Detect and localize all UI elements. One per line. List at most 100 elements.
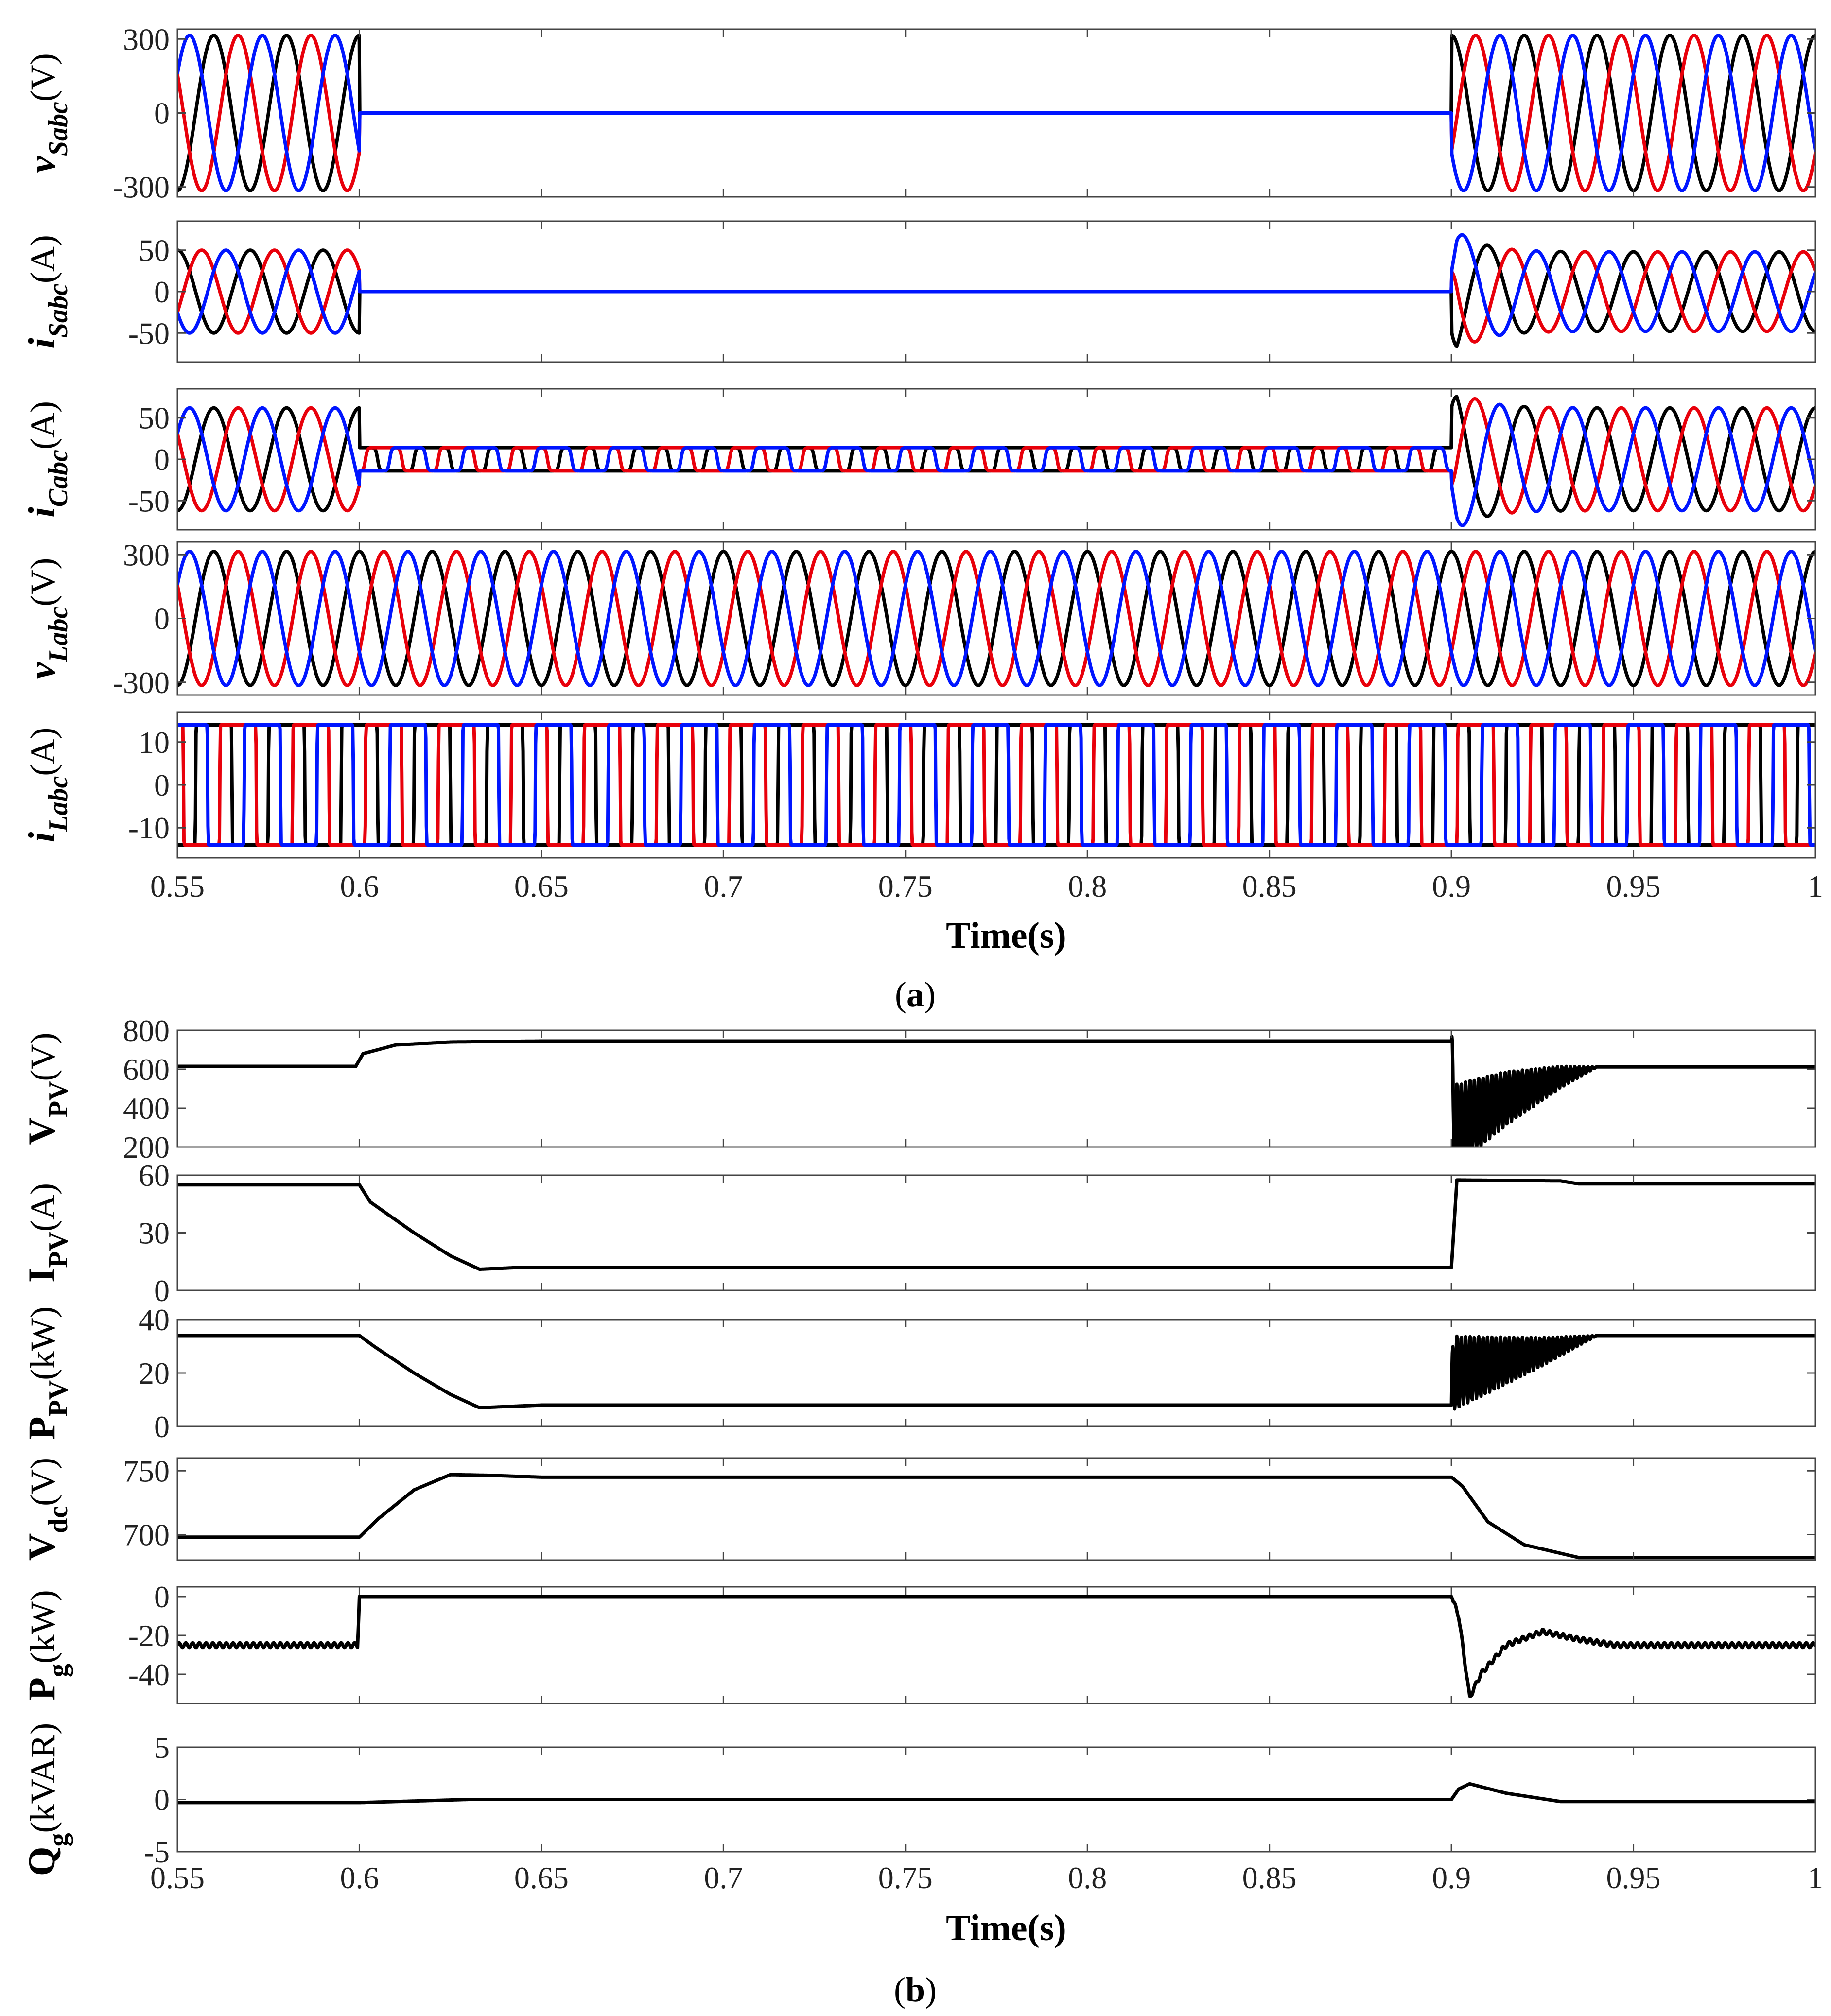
- xtick-label-a: 0.95: [1606, 869, 1661, 904]
- Vdc-series: [177, 1473, 1815, 1560]
- ylabel-main-PPV: P: [20, 1416, 63, 1440]
- ytick-label-vSabc: 300: [123, 22, 170, 56]
- ylabel-Qg: Qg(kVAR): [20, 1723, 73, 1876]
- ytick-label-iSabc: 0: [154, 275, 170, 309]
- ylabel-main-Qg: Q: [20, 1847, 63, 1877]
- ylabel-sub-vLabc: Labc: [43, 606, 73, 662]
- xtick-label-a: 0.85: [1242, 869, 1297, 904]
- traces-iCabc: [177, 395, 1815, 527]
- Pg-series: [177, 1595, 1815, 1698]
- frame-Vdc: [176, 1457, 1816, 1561]
- ytick-label-Vdc: 750: [123, 1454, 170, 1488]
- traces-iLabc: [177, 723, 1815, 847]
- ylabel-unit-iCabc: (A): [23, 401, 62, 450]
- ylabel-sub-Pg: g: [43, 1664, 73, 1677]
- xtick-label-b: 0.85: [1242, 1860, 1297, 1895]
- ytick-label-vSabc: -300: [113, 170, 170, 205]
- traces-Vdc: [177, 1473, 1815, 1560]
- xtick-label-b: 0.7: [704, 1860, 743, 1895]
- ylabel-sub-VPV: PV: [43, 1081, 73, 1117]
- ytick-label-Qg: 5: [154, 1730, 170, 1765]
- xtick-label-a: 0.7: [704, 869, 743, 904]
- ytick-label-Qg: 0: [154, 1783, 170, 1817]
- ylabel-sub-Vdc: dc: [43, 1506, 73, 1533]
- xtick-label-b: 0.55: [150, 1860, 205, 1895]
- panel-vLabc: -300 0 300 vLabc(V): [20, 538, 1816, 700]
- ytick-label-Pg: -20: [128, 1618, 170, 1653]
- ytick-label-vLabc: -300: [113, 665, 170, 700]
- ytick-label-vLabc: 300: [123, 538, 170, 572]
- xtick-label-b: 1: [1808, 1860, 1823, 1895]
- caption-b-letter: b: [906, 1970, 925, 2009]
- iCabc-series-phase_b: [177, 397, 1815, 515]
- Qg-series: [177, 1782, 1815, 1805]
- xtick-label-b: 0.75: [878, 1860, 933, 1895]
- ylabel-PPV: PPV(kW): [20, 1306, 73, 1440]
- ylabel-unit-Vdc: (V): [23, 1458, 62, 1506]
- x-axis-label-b: Time(s): [946, 1908, 1066, 1948]
- traces-IPV: [177, 1178, 1815, 1271]
- VPV-series: [177, 1035, 1815, 1147]
- traces-vSabc: [177, 34, 1815, 192]
- xtick-label-a: 0.9: [1432, 869, 1471, 904]
- ylabel-sub-PPV: PV: [43, 1380, 73, 1417]
- xtick-label-a: 1: [1808, 869, 1823, 904]
- panel-Vdc: 700 750 Vdc(V): [20, 1454, 1816, 1561]
- ylabel-sub-vSabc: Sabc: [43, 102, 73, 156]
- ylabel-unit-PPV: (kW): [23, 1306, 62, 1380]
- ylabel-unit-Qg: (kVAR): [23, 1723, 62, 1833]
- ytick-label-iLabc: -10: [128, 811, 170, 845]
- ytick-label-PPV: 40: [139, 1303, 170, 1337]
- panel-vSabc: -300 0 300 vSabc(V): [20, 22, 1816, 205]
- vLabc-series-phase_a: [177, 550, 1815, 687]
- iLabc-series-phase_c: [177, 723, 1815, 847]
- panels: -3000300vSabc(V)-50050iSabc(A)-50050iCab…: [20, 22, 1823, 1895]
- ytick-label-iCabc: 50: [139, 401, 170, 435]
- ylabel-iCabc: iCabc(A): [20, 401, 73, 518]
- ylabel-main-VPV: V: [20, 1117, 63, 1145]
- ylabel-unit-vLabc: (V): [23, 558, 62, 607]
- ylabel-sub-iCabc: Cabc: [43, 450, 73, 507]
- ylabel-unit-VPV: (V): [23, 1033, 62, 1081]
- ylabel-unit-iSabc: (A): [23, 235, 62, 283]
- ylabel-IPV: IPV(A): [20, 1183, 73, 1283]
- iLabc-series-phase_a: [177, 723, 1815, 847]
- ylabel-vSabc: vSabc(V): [20, 53, 73, 173]
- frame-Pg: [176, 1586, 1816, 1704]
- ytick-label-Vdc: 700: [123, 1518, 170, 1552]
- ylabel-unit-IPV: (A): [23, 1183, 62, 1232]
- iLabc-series-phase_b: [177, 723, 1815, 847]
- ylabel-main-vSabc: v: [20, 156, 63, 173]
- frame-VPV: [176, 1029, 1816, 1148]
- iCabc-series-phase_c: [177, 402, 1815, 527]
- xtick-label-b: 0.9: [1432, 1860, 1471, 1895]
- caption-a-letter: a: [907, 975, 924, 1014]
- caption-b: (b): [894, 1970, 937, 2009]
- ytick-label-iSabc: -50: [128, 316, 170, 350]
- ylabel-main-Pg: P: [20, 1677, 63, 1701]
- ytick-label-vLabc: 0: [154, 602, 170, 636]
- panel-Qg: -5 0 5 Qg(kVAR): [20, 1723, 1816, 1876]
- panel-PPV: 0 20 40 PPV(kW): [20, 1303, 1816, 1444]
- ytick-label-iCabc: -50: [128, 484, 170, 518]
- ylabel-unit-Pg: (kW): [23, 1590, 62, 1664]
- ylabel-main-iLabc: i: [20, 832, 63, 842]
- ylabel-main-iSabc: i: [20, 338, 63, 348]
- ylabel-unit-vSabc: (V): [23, 53, 62, 102]
- xtick-label-a: 0.65: [514, 869, 569, 904]
- xtick-label-a: 0.8: [1068, 869, 1107, 904]
- ylabel-sub-IPV: PV: [43, 1232, 73, 1268]
- panel-iSabc: -50 0 50 iSabc(A): [20, 220, 1816, 363]
- ytick-label-PPV: 0: [154, 1409, 170, 1444]
- ytick-label-IPV: 30: [139, 1216, 170, 1251]
- iSabc-series-phase_c: [177, 233, 1815, 337]
- panel-Pg: -40 -20 0 Pg(kW): [20, 1580, 1816, 1704]
- vSabc-series-phase_c: [177, 34, 1815, 192]
- ytick-label-VPV: 200: [123, 1130, 170, 1164]
- ytick-label-iLabc: 0: [154, 768, 170, 802]
- ytick-label-iLabc: 10: [139, 725, 170, 760]
- ylabel-iLabc: iLabc(A): [20, 728, 73, 843]
- IPV-series: [177, 1178, 1815, 1271]
- traces-PPV: [177, 1334, 1815, 1411]
- traces-VPV: [177, 1035, 1815, 1147]
